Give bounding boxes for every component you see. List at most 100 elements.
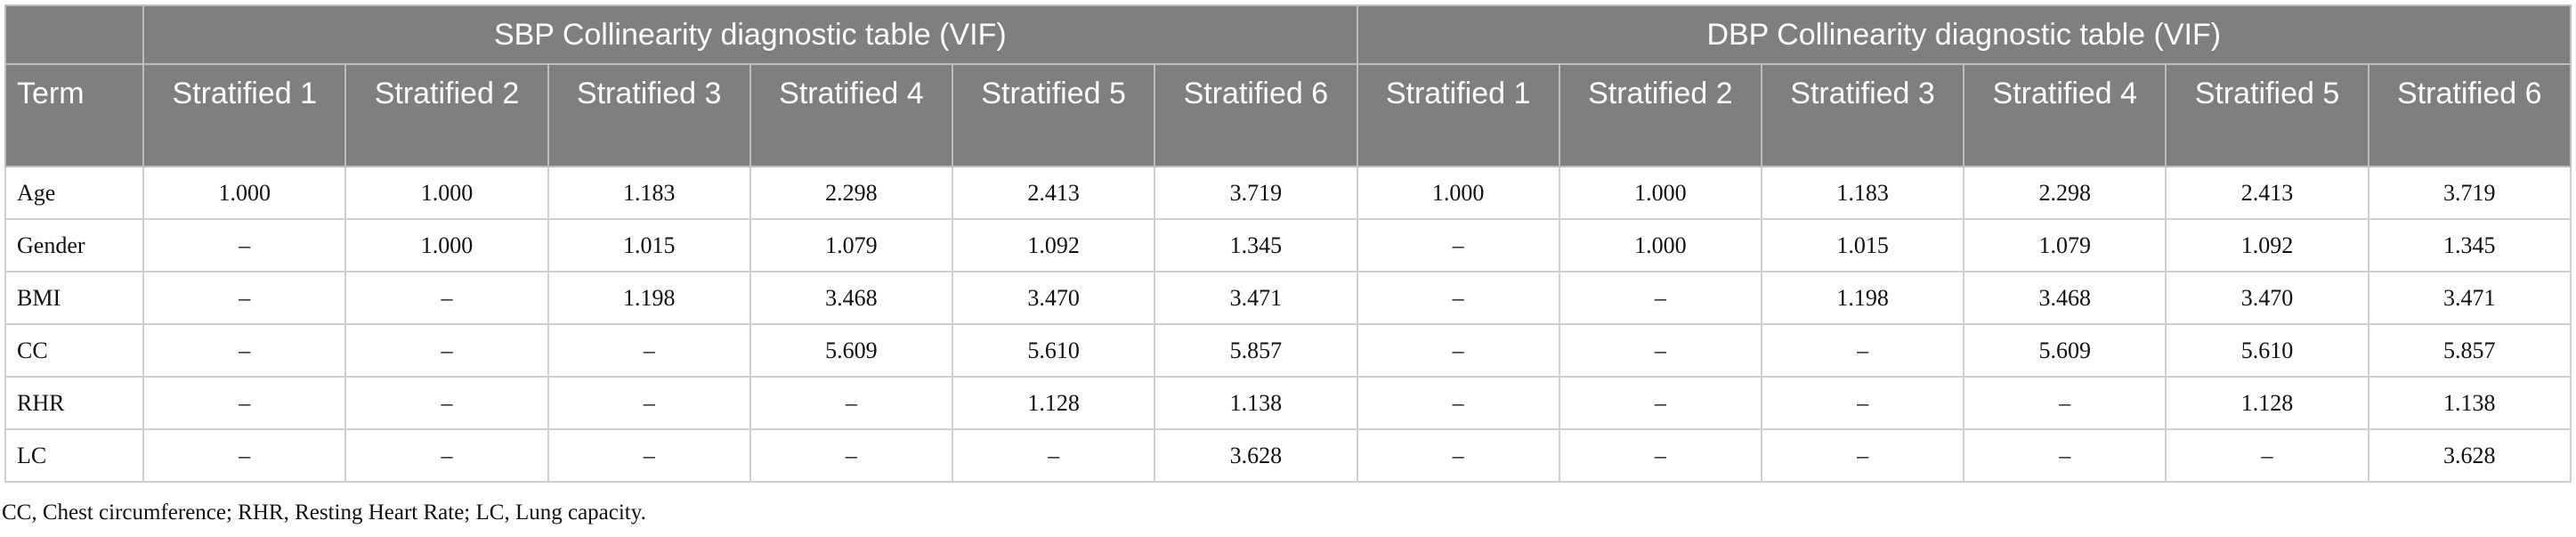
cell: 3.470 xyxy=(2165,271,2369,325)
cell: 2.413 xyxy=(2165,166,2369,220)
cell: – xyxy=(1356,323,1560,378)
cell: – xyxy=(1963,428,2167,483)
cell: 1.000 xyxy=(344,218,549,273)
cell: 1.000 xyxy=(1558,218,1762,273)
column-header: Stratified 2 xyxy=(344,63,549,167)
cell: – xyxy=(1558,428,1762,483)
cell: 3.470 xyxy=(952,271,1156,325)
cell: 1.000 xyxy=(1356,166,1560,220)
cell: 1.000 xyxy=(1558,166,1762,220)
table-row: RHR – – – –1.128 1.138– – – –1.128 1.138 xyxy=(4,376,2572,430)
table-row: Gender –1.000 1.015 1.079 1.092 1.345–1.000 1.… xyxy=(4,218,2572,273)
column-header: Stratified 6 xyxy=(1154,63,1358,167)
cell: 5.610 xyxy=(2165,323,2369,378)
column-header: Stratified 4 xyxy=(1963,63,2167,167)
cell: – xyxy=(547,323,751,378)
group-header: DBP Collinearity diagnostic table (VIF) xyxy=(1356,4,2572,65)
cell: 5.609 xyxy=(749,323,954,378)
cell: – xyxy=(1760,376,1965,430)
cell: 1.079 xyxy=(749,218,954,273)
table-row: LC – – – – –3.628– – – – –3.628 xyxy=(4,428,2572,483)
cell: – xyxy=(1760,428,1965,483)
row-label: BMI xyxy=(4,271,145,325)
cell: 1.092 xyxy=(952,218,1156,273)
cell: – xyxy=(1558,271,1762,325)
cell: 1.183 xyxy=(1760,166,1965,220)
row-label: LC xyxy=(4,428,145,483)
column-header: Term xyxy=(4,63,145,167)
cell: – xyxy=(142,376,347,430)
cell: – xyxy=(1356,218,1560,273)
row-label: Age xyxy=(4,166,145,220)
cell: – xyxy=(142,271,347,325)
cell: – xyxy=(142,323,347,378)
cell: – xyxy=(1558,323,1762,378)
cell: 1.198 xyxy=(1760,271,1965,325)
cell: 1.079 xyxy=(1963,218,2167,273)
cell: – xyxy=(547,376,751,430)
group-header: SBP Collinearity diagnostic table (VIF) xyxy=(142,4,1358,65)
cell: – xyxy=(1356,271,1560,325)
cell: – xyxy=(749,376,954,430)
cell: 1.128 xyxy=(952,376,1156,430)
column-header: Stratified 2 xyxy=(1558,63,1762,167)
cell: 3.719 xyxy=(2367,166,2572,220)
cell: – xyxy=(344,376,549,430)
vif-table: SBP Collinearity diagnostic table (VIF) D… xyxy=(4,4,2572,483)
cell: – xyxy=(952,428,1156,483)
header-blank xyxy=(4,4,145,64)
cell: – xyxy=(344,428,549,483)
cell: 1.015 xyxy=(1760,218,1965,273)
cell: 3.468 xyxy=(1963,271,2167,325)
cell: 2.413 xyxy=(952,166,1156,220)
cell: – xyxy=(142,428,347,483)
row-label: RHR xyxy=(4,376,145,430)
cell: – xyxy=(142,218,347,273)
column-header: Stratified 3 xyxy=(1760,63,1965,167)
cell: 3.628 xyxy=(1154,428,1358,483)
column-header: Stratified 1 xyxy=(142,63,347,167)
cell: 5.610 xyxy=(952,323,1156,378)
table-row: BMI – –1.198 3.468 3.470 3.471– –1.198 3.468 3.4… xyxy=(4,271,2572,325)
cell: 1.128 xyxy=(2165,376,2369,430)
column-header: Stratified 5 xyxy=(952,63,1156,167)
row-label: Gender xyxy=(4,218,145,273)
cell: 1.138 xyxy=(2367,376,2572,430)
column-header-row: Term Stratified 1 Stratified 2 Stratified 3… xyxy=(4,63,2572,167)
cell: – xyxy=(749,428,954,483)
cell: – xyxy=(344,271,549,325)
cell: 2.298 xyxy=(1963,166,2167,220)
cell: – xyxy=(1558,376,1762,430)
row-label: CC xyxy=(4,323,145,378)
cell: 1.345 xyxy=(2367,218,2572,273)
cell: 3.628 xyxy=(2367,428,2572,483)
table-container: SBP Collinearity diagnostic table (VIF) D… xyxy=(4,4,2572,483)
table-row: CC – – –5.609 5.610 5.857– – –5.609 5.610 5.857 xyxy=(4,323,2572,378)
cell: 1.138 xyxy=(1154,376,1358,430)
cell: – xyxy=(1760,323,1965,378)
cell: – xyxy=(1356,376,1560,430)
column-header: Stratified 3 xyxy=(547,63,751,167)
cell: – xyxy=(2165,428,2369,483)
cell: 1.015 xyxy=(547,218,751,273)
cell: 3.471 xyxy=(2367,271,2572,325)
column-header: Stratified 6 xyxy=(2367,63,2572,167)
cell: 1.092 xyxy=(2165,218,2369,273)
cell: 3.468 xyxy=(749,271,954,325)
cell: – xyxy=(547,428,751,483)
cell: – xyxy=(1356,428,1560,483)
cell: 5.857 xyxy=(1154,323,1358,378)
cell: 1.000 xyxy=(344,166,549,220)
cell: 1.345 xyxy=(1154,218,1358,273)
cell: 5.609 xyxy=(1963,323,2167,378)
cell: – xyxy=(344,323,549,378)
cell: 1.198 xyxy=(547,271,751,325)
cell: 5.857 xyxy=(2367,323,2572,378)
table-row: Age 1.000 1.000 1.183 2.298 2.413 3.719 1.000 1.… xyxy=(4,166,2572,220)
cell: 3.471 xyxy=(1154,271,1358,325)
group-header-row: SBP Collinearity diagnostic table (VIF) D… xyxy=(4,4,2572,65)
cell: 3.719 xyxy=(1154,166,1358,220)
cell: 1.183 xyxy=(547,166,751,220)
column-header: Stratified 4 xyxy=(749,63,954,167)
